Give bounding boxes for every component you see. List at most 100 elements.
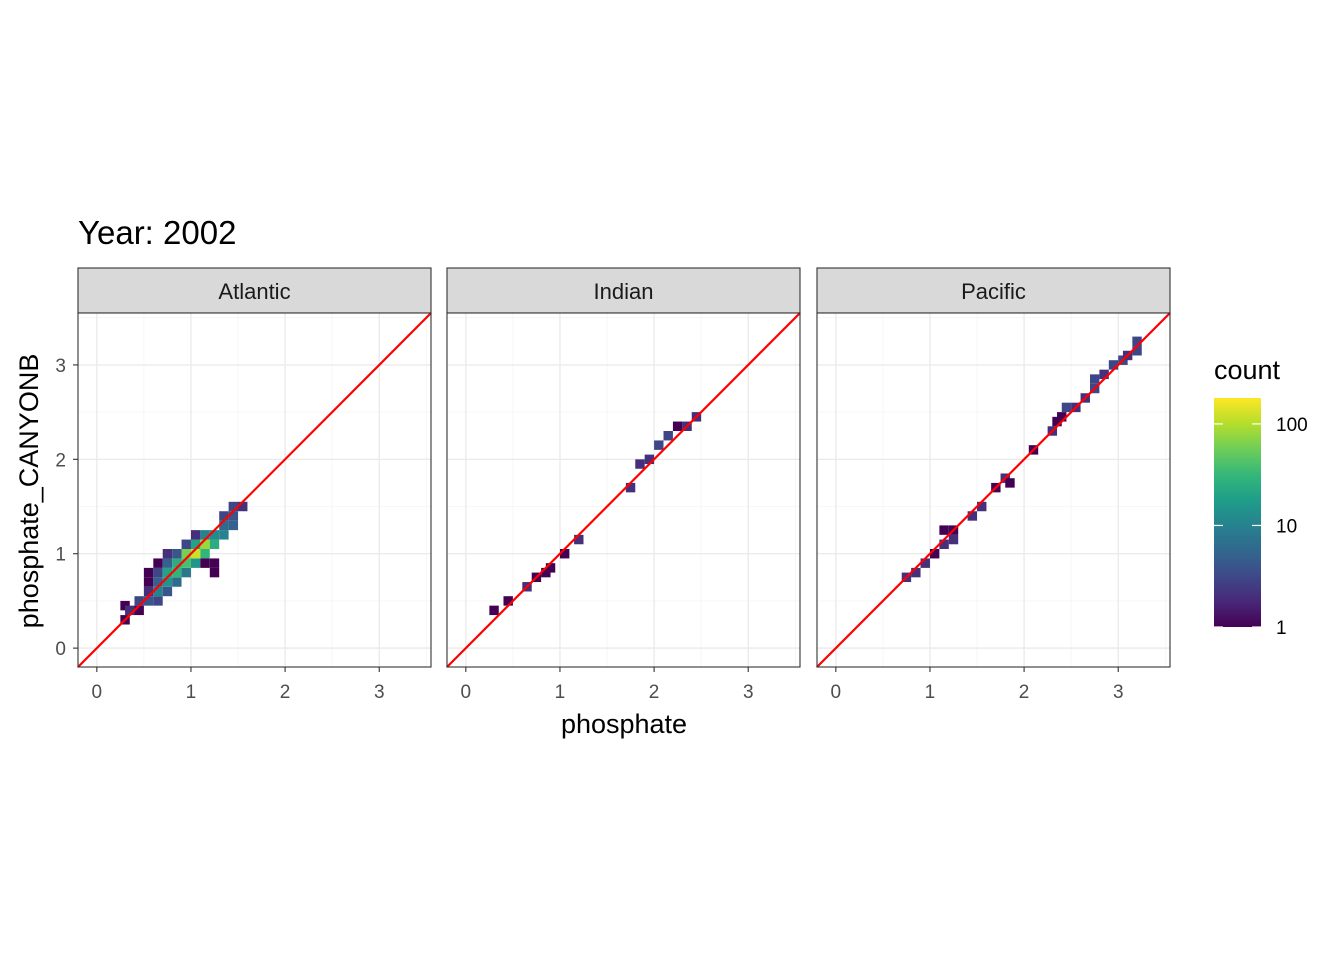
heatmap-bin (1061, 402, 1072, 413)
heatmap-bin (209, 539, 220, 549)
x-tick-label: 1 (555, 682, 566, 703)
heatmap-bin (181, 539, 191, 549)
heatmap-bin (625, 482, 636, 493)
heatmap-bin (200, 549, 210, 559)
x-tick-label: 0 (92, 682, 103, 703)
heatmap-bin (200, 530, 210, 540)
heatmap-bin (503, 596, 513, 606)
heatmap-bin (635, 459, 645, 469)
heatmap-bin (1099, 369, 1109, 380)
heatmap-bin (162, 549, 173, 559)
heatmap-bin (172, 549, 182, 559)
heatmap-bin (1108, 360, 1119, 370)
reference-line (816, 312, 1171, 668)
heatmap-bin (929, 549, 940, 559)
heatmap-bin (489, 605, 499, 616)
heatmap-bin (948, 534, 959, 545)
heatmap-bin (153, 596, 163, 606)
panel-border (816, 312, 1171, 668)
heatmap-bin (219, 511, 229, 521)
heatmap-bin (545, 563, 556, 573)
x-tick-label: 0 (461, 682, 472, 703)
facet-panel-atlantic: Atlantic 0 1 2 3 0 1 2 3 (55, 267, 432, 703)
heatmap-bin (162, 577, 173, 587)
heatmap-bin (574, 534, 584, 545)
heatmap-bin (228, 520, 239, 531)
x-tick-label: 3 (743, 682, 754, 703)
x-axis-title: phosphate (561, 709, 687, 739)
heatmap-bin (143, 586, 154, 597)
legend-break-label: 100 (1276, 415, 1308, 436)
heatmap-bin (238, 501, 248, 512)
heatmap-bin (209, 567, 220, 578)
heatmap-bin (228, 511, 239, 521)
x-tick-label: 0 (831, 682, 842, 703)
legend-title: count (1214, 355, 1281, 385)
heatmap-bin (663, 431, 673, 441)
heatmap-bin (181, 558, 191, 568)
heatmap-bin (125, 605, 135, 616)
heatmap-bin (190, 549, 201, 559)
facet-strip-label: Atlantic (218, 279, 290, 304)
facet-panel-pacific: Pacific 0 1 2 3 (816, 267, 1171, 703)
facet-strip (816, 267, 1171, 314)
x-tick-label: 3 (1113, 682, 1124, 703)
heatmap-bin (162, 567, 173, 578)
y-axis-title: phosphate_CANYONB (14, 354, 44, 629)
heatmap-bin (219, 530, 229, 540)
heatmap-bin (162, 558, 173, 568)
heatmap-bin (181, 567, 191, 578)
x-tick-label: 2 (280, 682, 291, 703)
heatmap-bin (920, 558, 930, 568)
panel-border (77, 312, 432, 668)
facet-strip-label: Pacific (961, 279, 1026, 304)
heatmap-bin (153, 567, 163, 578)
heatmap-bin (190, 539, 201, 549)
heatmap-bin (200, 558, 210, 568)
facet-strip (446, 267, 801, 314)
legend-break-label: 10 (1276, 516, 1297, 537)
heatmap-bin (162, 586, 173, 597)
heatmap-bin (977, 501, 987, 512)
x-tick-label: 2 (1019, 682, 1030, 703)
heatmap-bin (172, 577, 182, 587)
heatmap-bin (153, 558, 163, 568)
heatmap-bin (172, 558, 182, 568)
plot-title: Year: 2002 (78, 214, 236, 251)
heatmap-bin (654, 440, 664, 450)
heatmap-bin (209, 558, 220, 568)
heatmap-bin (228, 501, 239, 512)
x-tick-label: 3 (374, 682, 385, 703)
y-tick-label: 3 (55, 356, 66, 377)
heatmap-bin (200, 539, 210, 549)
legend-colorbar (1214, 398, 1261, 627)
x-tick-label: 1 (925, 682, 936, 703)
heatmap-bin (143, 577, 154, 587)
heatmap-bin (1132, 346, 1142, 356)
heatmap-bin (190, 530, 201, 540)
heatmap-bin (1089, 374, 1100, 384)
heatmap-bin (967, 511, 978, 521)
heatmap-bin (143, 567, 154, 578)
heatmap-bin (559, 549, 570, 559)
heatmap-bin (672, 421, 683, 431)
facet-strip (77, 267, 432, 314)
x-tick-label: 1 (186, 682, 197, 703)
reference-line (77, 312, 432, 668)
heatmap-bin (153, 586, 163, 597)
heatmap-bin (1132, 336, 1142, 347)
heatmap-bin (181, 549, 191, 559)
heatmap-bins (120, 501, 248, 625)
heatmap-bin (911, 567, 921, 578)
heatmap-bin (219, 520, 229, 531)
facet-panels: Atlantic 0 1 2 3 0 1 2 3 Indian 0 1 2 3 Pacific 0 1 2 3 (55, 267, 1171, 703)
heatmap-bin (172, 567, 182, 578)
y-tick-label: 2 (55, 450, 66, 471)
heatmap-bin (1057, 412, 1067, 422)
legend: count 1 10 100 (1214, 355, 1308, 639)
heatmap-bin (644, 454, 655, 465)
heatmap-bin (190, 558, 201, 568)
reference-line (446, 312, 801, 668)
heatmap-bin (1005, 478, 1015, 488)
